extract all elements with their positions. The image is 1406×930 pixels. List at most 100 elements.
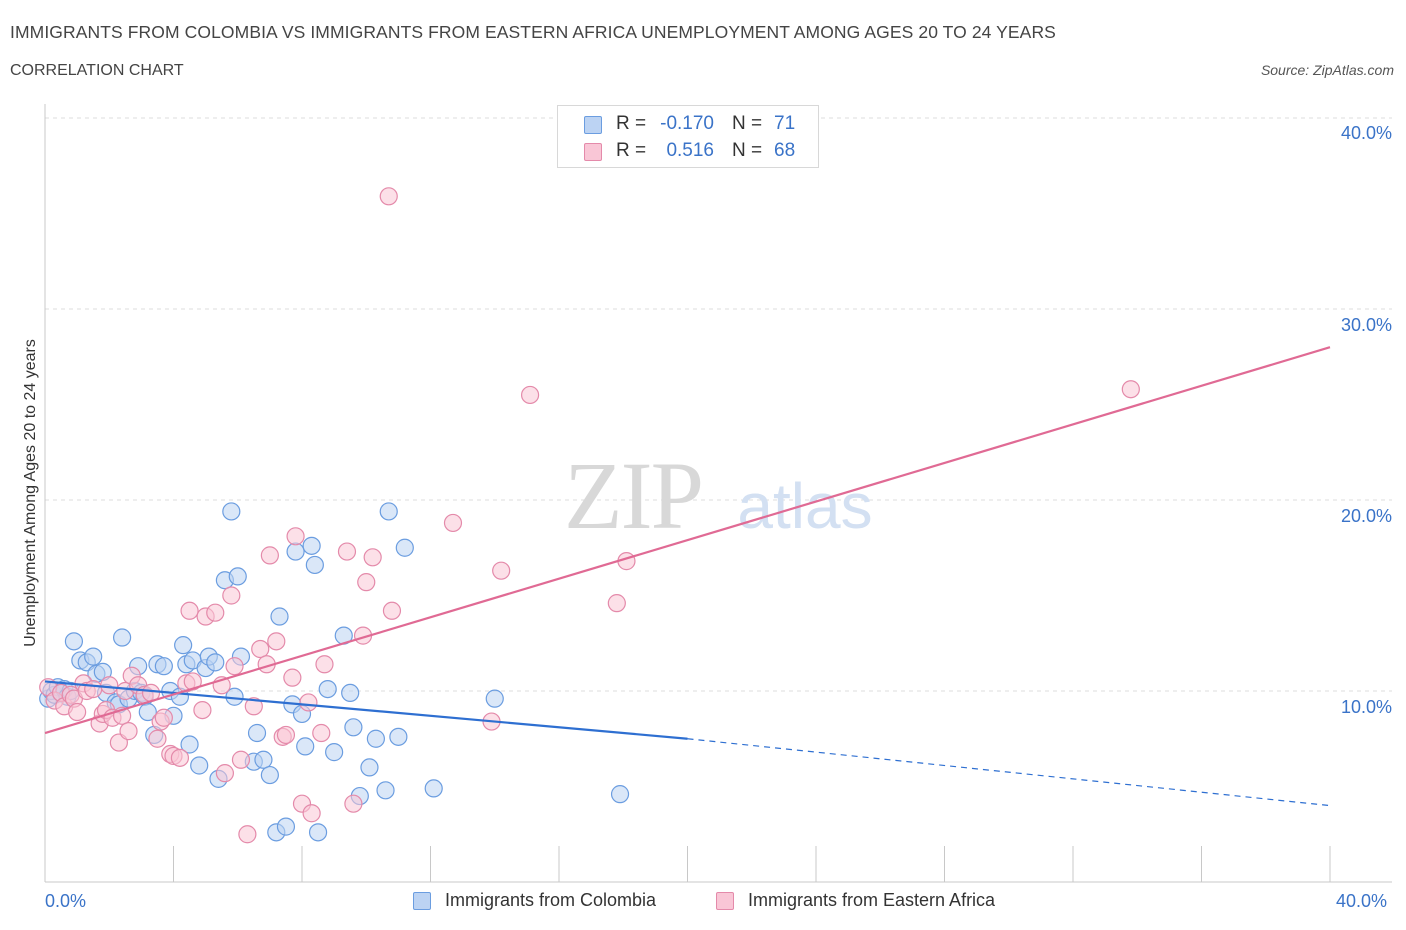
data-point [296,737,315,756]
y-tick-label-20: 20.0% [1340,506,1392,526]
data-point [520,385,540,405]
data-point [180,601,199,620]
legend-swatch-eastern-africa [584,143,602,161]
data-point [84,647,103,666]
data-point [228,567,247,586]
data-point [607,594,626,613]
data-point [379,502,398,521]
data-point [267,632,286,651]
data-point [260,765,279,785]
data-point [206,603,225,622]
legend-n-value: 71 [774,113,796,134]
watermark-atlas: atlas [737,470,872,542]
data-point [190,756,209,775]
y-tick-label-40: 40.0% [1340,123,1392,143]
data-point [276,725,296,745]
data-point [170,748,190,767]
data-point [251,639,270,659]
data-point [222,586,241,605]
data-point [395,538,414,557]
data-point [270,607,289,626]
legend-r-label: R = [616,140,647,161]
y-tick-label-10: 10.0% [1340,697,1392,717]
legend-r-value: -0.170 [660,113,714,134]
trendline-colombia-extension [687,738,1331,807]
bottom-legend-swatch-eastern-africa [716,892,734,910]
data-point [231,750,251,769]
data-point [379,187,398,206]
data-point [318,679,337,699]
data-point [424,779,443,798]
data-point [302,536,321,555]
data-point [312,723,331,743]
data-point [174,636,193,655]
legend-n-label: N = [732,113,763,134]
y-tick-label-30: 30.0% [1340,315,1392,335]
data-point [260,546,279,565]
legend-r-label: R = [616,113,647,134]
trendline-colombia [44,680,688,740]
x-tick-label-min: 0.0% [45,891,87,911]
data-point [315,655,334,674]
data-point [238,825,257,844]
data-point [100,676,119,695]
data-point [492,561,511,580]
data-point [344,794,363,813]
x-tick-label-max: 40.0% [1336,891,1388,911]
data-point [180,735,199,754]
data-point [247,723,267,743]
data-point [215,764,234,783]
data-point [112,628,132,647]
data-point [389,727,408,746]
data-point [138,702,157,722]
data-point [254,750,273,769]
data-point [299,693,318,712]
trendline-eastern-africa [44,346,1331,735]
data-point [222,502,241,521]
data-point [308,823,328,842]
chart-title: IMMIGRANTS FROM COLOMBIA VS IMMIGRANTS F… [10,22,1056,42]
data-point [225,657,244,676]
data-point [344,718,363,737]
data-point [154,657,173,676]
data-point [286,542,305,561]
data-point [84,679,103,699]
data-point [443,513,463,533]
bottom-legend-label-eastern-africa: Immigrants from Eastern Africa [748,890,996,910]
data-point [276,817,296,836]
data-point [325,743,344,762]
data-point [1121,380,1140,399]
legend-swatch-colombia [584,116,602,134]
data-point [193,700,212,720]
data-point [244,697,263,716]
data-point [183,672,202,691]
data-point [68,702,87,722]
watermark-zip: ZIP [564,442,702,549]
data-point [366,729,385,748]
watermark: ZIP atlas [564,442,873,549]
data-point [64,632,84,651]
source-note: Source: ZipAtlas.com [1260,62,1394,78]
data-point [148,729,167,748]
data-point [360,758,379,777]
data-point [302,804,321,823]
data-point [382,601,402,620]
data-point [357,573,376,592]
bottom-legend-swatch-colombia [413,892,431,910]
data-point [337,542,357,561]
data-point [376,781,395,800]
legend-r-value: 0.516 [666,140,714,161]
data-point [610,785,630,804]
chart-subtitle: CORRELATION CHART [10,62,184,79]
data-point [119,722,138,741]
data-point [206,653,225,672]
data-point [286,527,305,546]
data-point [485,689,504,708]
legend: R = -0.170 N = 71 R = 0.516 N = 68 [557,105,819,168]
data-point [305,555,324,575]
series-colombia-points [39,502,630,842]
bottom-legend-label-colombia: Immigrants from Colombia [445,890,657,910]
data-point [363,548,382,567]
data-point [341,683,360,703]
